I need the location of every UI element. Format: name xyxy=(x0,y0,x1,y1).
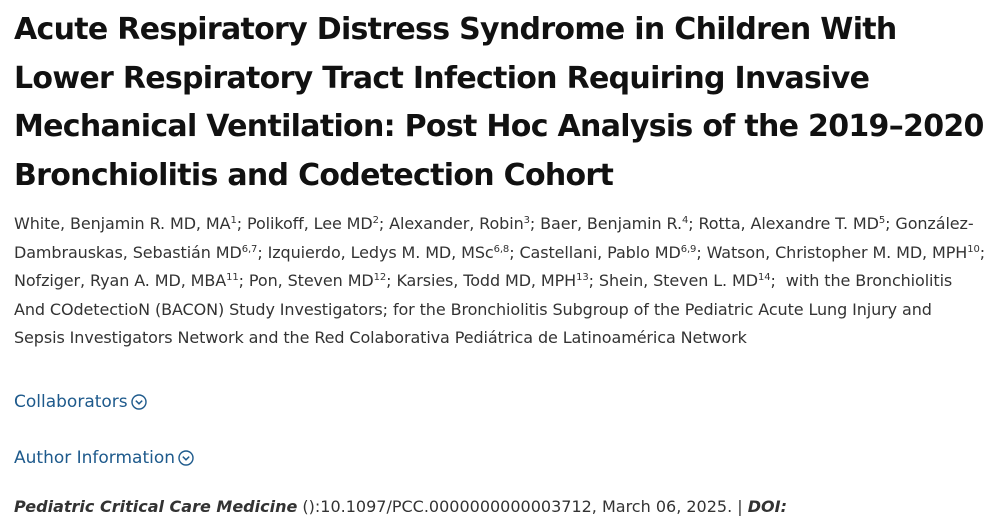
author-affiliation-sup: 14 xyxy=(757,272,771,283)
author-separator: ; xyxy=(378,214,390,233)
author-entry: González-Dambrauskas, Sebastián MD6,7; xyxy=(14,214,974,262)
journal-name: Pediatric Critical Care Medicine xyxy=(14,497,298,516)
author-name: Alexander, Robin xyxy=(389,214,524,233)
author-affiliation-sup: 1 xyxy=(230,215,237,226)
doi-label: DOI: xyxy=(747,497,787,516)
author-name: González-Dambrauskas, Sebastián MD xyxy=(14,214,974,262)
author-entry: Pon, Steven MD12; xyxy=(249,271,397,290)
author-affiliation-sup: 6,7 xyxy=(241,243,258,255)
author-entry: Karsies, Todd MD, MPH13; xyxy=(396,271,598,290)
author-entry: Shein, Steven L. MD14; xyxy=(599,271,786,290)
author-information-label: Author Information xyxy=(14,448,176,468)
author-entry: White, Benjamin R. MD, MA1; xyxy=(14,214,247,233)
collaborators-label: Collaborators xyxy=(14,392,128,412)
author-separator: ; xyxy=(236,214,247,233)
citation-line: Pediatric Critical Care Medicine ():10.1… xyxy=(14,497,787,516)
author-name: Pon, Steven MD xyxy=(248,271,374,290)
author-separator: ; xyxy=(696,242,707,262)
author-affiliation-sup: 11 xyxy=(226,272,239,283)
study-group-text: with the Bronchiolitis And COdetectioN (… xyxy=(14,271,953,347)
collaborators-link[interactable]: Collaborators xyxy=(14,392,147,412)
author-name: Baer, Benjamin R. xyxy=(540,214,682,233)
author-entry: Rotta, Alexandre T. MD5; xyxy=(698,214,895,233)
author-entry: Izquierdo, Ledys M. MD, MSc6,8; xyxy=(268,243,520,262)
citation-details: ():10.1097/PCC.0000000000003712, March 0… xyxy=(297,497,748,516)
author-name: Polikoff, Lee MD xyxy=(246,214,373,233)
author-name: Castellani, Pablo MD xyxy=(519,242,681,262)
author-name: Shein, Steven L. MD xyxy=(598,271,758,290)
author-name: White, Benjamin R. MD, MA xyxy=(14,214,231,233)
author-name: Rotta, Alexandre T. MD xyxy=(698,214,879,233)
author-entry: Nofziger, Ryan A. MD, MBA11; xyxy=(14,271,249,290)
author-name: Watson, Christopher M. MD, MPH xyxy=(706,242,968,262)
author-separator: ; xyxy=(770,271,786,290)
article-header: Acute Respiratory Distress Syndrome in C… xyxy=(14,6,986,353)
author-separator: ; xyxy=(509,242,520,262)
author-affiliation-sup: 12 xyxy=(373,272,387,283)
author-affiliation-sup: 2 xyxy=(372,215,379,226)
author-separator: ; xyxy=(885,214,896,233)
author-affiliation-sup: 3 xyxy=(523,215,530,226)
author-separator: ; xyxy=(386,271,397,290)
author-separator: ; xyxy=(979,242,991,262)
article-title: Acute Respiratory Distress Syndrome in C… xyxy=(14,12,984,193)
author-separator: ; xyxy=(529,214,541,233)
author-affiliation-sup: 6,9 xyxy=(680,243,697,255)
author-entry: Baer, Benjamin R.4; xyxy=(540,214,698,233)
author-separator: ; xyxy=(238,271,249,290)
author-affiliation-sup: 4 xyxy=(681,215,689,226)
chevron-down-circle-icon xyxy=(130,394,147,410)
author-affiliation-sup: 6,8 xyxy=(493,243,510,255)
author-entry: Castellani, Pablo MD6,9; xyxy=(519,243,706,262)
author-separator: ; xyxy=(257,242,268,262)
author-name: Nofziger, Ryan A. MD, MBA xyxy=(14,271,227,290)
author-list: White, Benjamin R. MD, MA1; Polikoff, Le… xyxy=(14,210,986,353)
author-entry: Watson, Christopher M. MD, MPH10; xyxy=(707,243,990,262)
author-entry: Alexander, Robin3; xyxy=(389,214,540,233)
author-name: Izquierdo, Ledys M. MD, MSc xyxy=(267,242,494,262)
author-separator: ; xyxy=(688,214,699,233)
author-affiliation-sup: 13 xyxy=(576,272,589,283)
author-entry: Polikoff, Lee MD2; xyxy=(247,214,389,233)
author-separator: ; xyxy=(588,271,599,290)
chevron-down-circle-icon xyxy=(178,450,194,466)
author-affiliation-sup: 5 xyxy=(878,215,886,226)
author-name: Karsies, Todd MD, MPH xyxy=(396,271,577,290)
author-information-link[interactable]: Author Information xyxy=(14,448,194,468)
author-affiliation-sup: 10 xyxy=(967,243,980,255)
